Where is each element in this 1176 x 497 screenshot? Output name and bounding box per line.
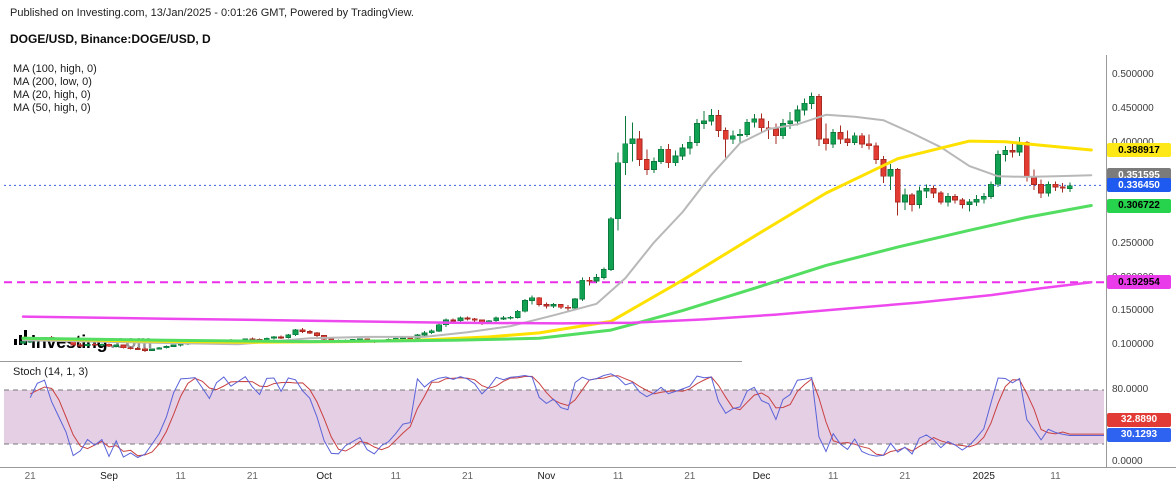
indicators-legend: MA (100, high, 0) MA (200, low, 0) MA (2… <box>13 63 97 115</box>
legend-ma-20-high[interactable]: MA (20, high, 0) <box>13 89 91 101</box>
ma-50-high-line[interactable] <box>21 139 1093 344</box>
stoch-band <box>4 390 1104 444</box>
legend-ma-200-low[interactable]: MA (200, low, 0) <box>13 76 92 88</box>
candles <box>20 92 1073 352</box>
legend-ma-100-high[interactable]: MA (100, high, 0) <box>13 63 97 75</box>
stoch-legend[interactable]: Stoch (14, 1, 3) <box>13 366 89 378</box>
published-line: Published on Investing.com, 13/Jan/2025 … <box>10 7 414 19</box>
ma-20-high-line[interactable] <box>22 113 1093 346</box>
ma-100-high-line[interactable] <box>21 204 1093 344</box>
ma-200-low-line[interactable] <box>21 280 1093 325</box>
symbol-title: DOGE/USD, Binance:DOGE/USD, D <box>10 32 211 46</box>
legend-ma-50-high[interactable]: MA (50, high, 0) <box>13 102 91 114</box>
stoch-k-line[interactable] <box>29 373 1104 459</box>
